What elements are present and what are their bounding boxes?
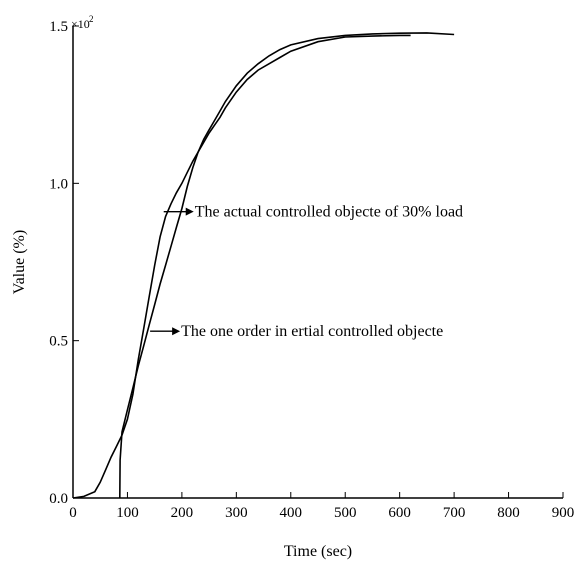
y-tick-label: 0.5 [49,334,68,350]
x-ticks: 0 100 200 300 400 500 600 700 800 900 [69,492,574,521]
y-tick-label: 1.0 [49,176,68,192]
annotation-2-arrow-head [172,327,181,336]
y-ticks: 0.0 0.5 1.0 1.5 [49,19,79,507]
annotation-2-label: The one order in ertial controlled objec… [181,323,443,340]
x-tick-label: 700 [443,505,466,521]
x-tick-label: 900 [552,505,575,521]
axes [72,26,563,499]
y-axis-label: Value (%) [11,230,28,294]
x-axis-label: Time (sec) [284,543,352,560]
annotation-1-label: The actual controlled objecte of 30% loa… [195,204,463,221]
y-tick-label: 0.0 [49,491,68,507]
x-tick-label: 200 [171,505,194,521]
x-tick-label: 400 [280,505,303,521]
series-1-line [72,34,411,499]
x-tick-label: 500 [334,505,357,521]
x-tick-label: 800 [497,505,520,521]
x-tick-label: 0 [69,505,77,521]
x-tick-label: 300 [225,505,248,521]
series-group [72,32,455,499]
series-2-line [119,32,455,499]
annotation-1-arrow-head [185,207,194,216]
y-axis-multiplier-exponent: 2 [89,14,94,24]
y-tick-label: 1.5 [49,19,68,35]
x-tick-label: 600 [388,505,411,521]
x-tick-label: 100 [116,505,139,521]
y-axis-multiplier: ×10 [71,17,90,31]
annotations: The actual controlled objecte of 30% loa… [150,204,463,340]
